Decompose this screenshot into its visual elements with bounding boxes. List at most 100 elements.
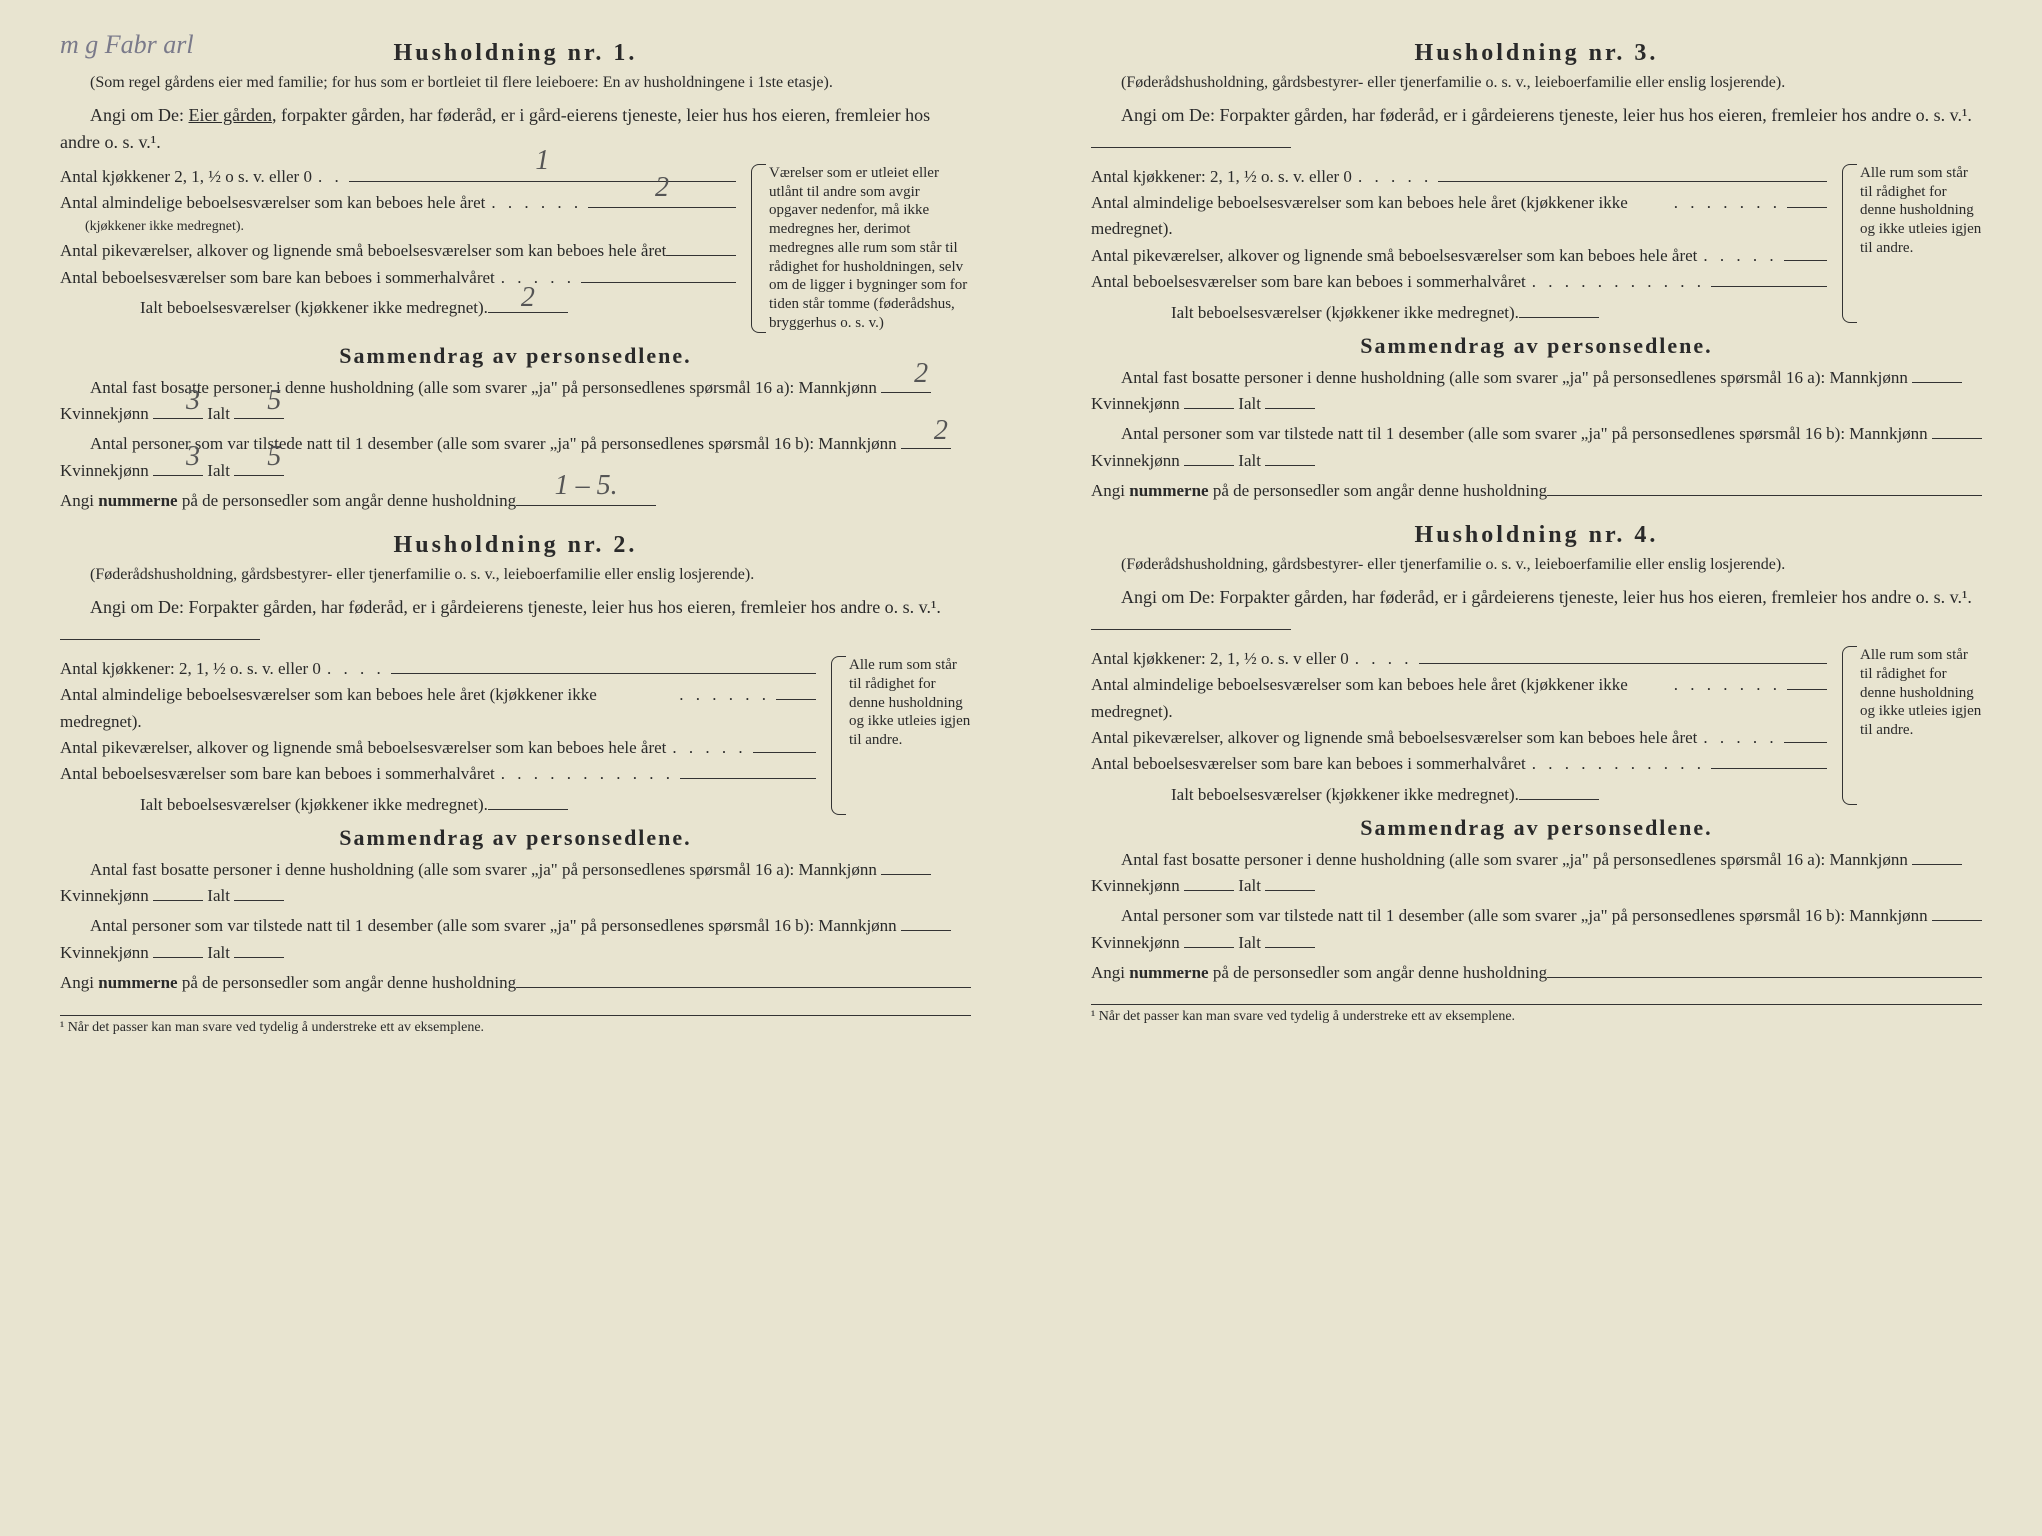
household-3-angi: Angi om De: Forpakter gården, har føderå… [1091,102,1982,156]
household-2: Husholdning nr. 2. (Føderådshusholdning,… [60,532,971,996]
ialt-fill-2 [488,792,568,810]
kjokken-line-4: Antal kjøkkener: 2, 1, ½ o. s. v eller 0… [1091,646,1827,672]
sommer-fill-2 [680,761,816,779]
tilstede-text-4: Antal personer som var tilstede natt til… [1121,906,1928,925]
nummerne-fill-3 [1547,478,1982,496]
dots: . . . . [321,656,391,682]
nummerne-fill-4 [1547,960,1982,978]
household-1-form-row: Antal kjøkkener 2, 1, ½ o s. v. eller 0 … [60,164,971,333]
fast-1-para: Antal fast bosatte personer i denne hush… [60,375,971,428]
nummerne-1-line: Angi nummerne på de personsedler som ang… [60,488,971,514]
pike-label-2: Antal pikeværelser, alkover og lignende … [60,735,666,761]
household-1: Husholdning nr. 1. (Som regel gårdens ei… [60,40,971,514]
ialt-line-3: Ialt beboelsesværelser (kjøkkener ikke m… [1091,300,1827,323]
kjokken-fill-4 [1419,646,1827,664]
ialt-short: Ialt [207,461,230,480]
nummerne-prefix-4: Angi nummerne på de personsedler som ang… [1091,960,1547,986]
household-3-title: Husholdning nr. 3. [1091,40,1982,67]
fast-3-para: Antal fast bosatte personer i denne hush… [1091,365,1982,418]
tilstede-mann-fill-2 [901,913,951,931]
ialt-line-2: Ialt beboelsesværelser (kjøkkener ikke m… [60,792,816,815]
tilstede-kvinne: 3 [156,435,200,478]
dots: . . . . . . . . . . . [1526,751,1711,777]
nummerne-fill-2 [516,970,971,988]
dots: . . . . . . [673,682,776,708]
almindelige-line-4: Antal almindelige beboelsesværelser som … [1091,672,1827,725]
almindelige-fill-2 [776,682,816,700]
sommer-label: Antal beboelsesværelser som bare kan beb… [60,265,495,291]
nummerne-bold: nummerne [1129,963,1208,982]
tilstede-ialt-fill: 5 [234,458,284,476]
sommer-fill-4 [1711,751,1827,769]
kvinne-label: Kvinnekjønn [1091,933,1180,952]
dots: . . [312,164,349,190]
almindelige-note-text: (kjøkkener ikke medregnet). [85,216,244,238]
nummerne-prefix-2: Angi nummerne på de personsedler som ang… [60,970,516,996]
household-3-subtitle: (Føderådshusholdning, gårdsbestyrer- ell… [1091,73,1982,94]
fast-text-2: Antal fast bosatte personer i denne hush… [90,860,877,879]
household-4-main-col: Antal kjøkkener: 2, 1, ½ o. s. v eller 0… [1091,646,1827,805]
fast-ialt-fill-3 [1265,391,1315,409]
kjokken-fill-2 [391,656,816,674]
fast-mann-fill-2 [881,857,931,875]
household-1-subtitle: (Som regel gårdens eier med familie; for… [60,73,971,94]
tilstede-mann-fill: 2 [901,431,951,449]
nummerne-fill: 1 – 5. [516,488,656,506]
sommer-line-4: Antal beboelsesværelser som bare kan beb… [1091,751,1827,777]
tilstede-mann: 2 [904,409,948,452]
tilstede-kvinne-fill-2 [153,940,203,958]
fast-ialt-fill-4 [1265,873,1315,891]
ialt-short: Ialt [207,404,230,423]
household-1-angi: Angi om De: Eier gården, forpakter gårde… [60,102,971,156]
ialt-val: 2 [521,282,535,314]
dots: . . . . . [495,265,581,291]
tilstede-mann-fill-3 [1932,421,1982,439]
almindelige-line-3: Antal almindelige beboelsesværelser som … [1091,190,1827,243]
almindelige-note: (kjøkkener ikke medregnet). [60,216,736,238]
kjokken-line-2: Antal kjøkkener: 2, 1, ½ o. s. v. eller … [60,656,816,682]
nummerne-2-line: Angi nummerne på de personsedler som ang… [60,970,971,996]
household-1-title: Husholdning nr. 1. [60,40,971,67]
ialt-fill-3 [1519,300,1599,318]
ialt-line: Ialt beboelsesværelser (kjøkkener ikke m… [60,295,736,318]
household-1-side-note: Værelser som er utleiet eller utlånt til… [751,164,971,333]
angi-underlined: Eier gården [189,105,272,125]
tilstede-ialt-fill-3 [1265,448,1315,466]
almindelige-line: Antal almindelige beboelsesværelser som … [60,190,736,216]
fast-text: Antal fast bosatte personer i denne hush… [90,378,877,397]
dots: . . . . . . . . . . . [495,761,680,787]
kvinne-label: Kvinnekjønn [60,886,149,905]
nummerne-bold: nummerne [1129,481,1208,500]
fast-kvinne-fill-3 [1184,391,1234,409]
tilstede-text-2: Antal personer som var tilstede natt til… [90,916,897,935]
angi-full-4: Angi om De: Forpakter gården, har føderå… [1121,587,1972,607]
kvinne-label: Kvinnekjønn [1091,394,1180,413]
household-2-side-note: Alle rum som står til rådighet for denne… [831,656,971,815]
angi-fill-3 [1091,130,1291,148]
fast-mann-fill-4 [1912,847,1962,865]
household-3-form-row: Antal kjøkkener: 2, 1, ½ o. s. v. eller … [1091,164,1982,323]
almindelige-fill-3 [1787,190,1827,208]
tilstede-text: Antal personer som var tilstede natt til… [90,434,897,453]
kjokken-fill: 1 [349,164,736,182]
almindelige-line-2: Antal almindelige beboelsesværelser som … [60,682,816,735]
household-2-title: Husholdning nr. 2. [60,532,971,559]
sammendrag-2-title: Sammendrag av personsedlene. [60,825,971,851]
nummerne-prefix-3: Angi nummerne på de personsedler som ang… [1091,478,1547,504]
sommer-line-2: Antal beboelsesværelser som bare kan beb… [60,761,816,787]
pike-label-3: Antal pikeværelser, alkover og lignende … [1091,243,1697,269]
sammendrag-4-title: Sammendrag av personsedlene. [1091,815,1982,841]
household-2-form-row: Antal kjøkkener: 2, 1, ½ o. s. v. eller … [60,656,971,815]
household-1-main-col: Antal kjøkkener 2, 1, ½ o s. v. eller 0 … [60,164,736,333]
dots: . . . . [1349,646,1419,672]
household-3-side-note: Alle rum som står til rådighet for denne… [1842,164,1982,323]
pike-line-4: Antal pikeværelser, alkover og lignende … [1091,725,1827,751]
fast-kvinne-fill: 3 [153,401,203,419]
tilstede-4-para: Antal personer som var tilstede natt til… [1091,903,1982,956]
tilstede-mann-fill-4 [1932,903,1982,921]
household-3: Husholdning nr. 3. (Føderådshusholdning,… [1091,40,1982,504]
fast-mann-fill: 2 [881,375,931,393]
household-4-title: Husholdning nr. 4. [1091,522,1982,549]
fast-mann: 2 [884,352,928,395]
ialt-label-2: Ialt beboelsesværelser (kjøkkener ikke m… [140,795,488,815]
